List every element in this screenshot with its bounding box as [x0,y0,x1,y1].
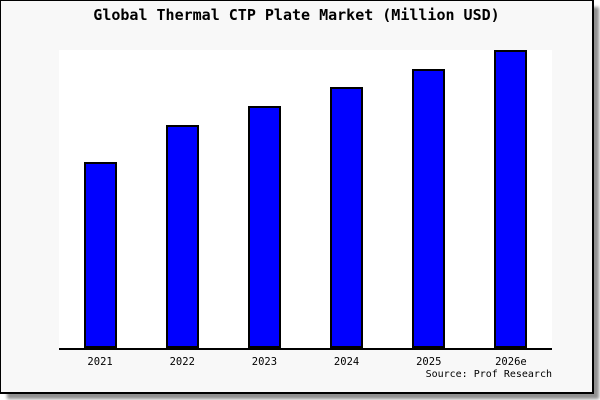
bar-2025 [412,69,446,348]
x-tick-label-2025: 2025 [416,356,442,368]
plot-area [59,50,552,350]
x-tick-label-2026e: 2026e [495,356,527,368]
chart-title: Global Thermal CTP Plate Market (Million… [93,6,500,24]
x-tick-label-2022: 2022 [169,356,195,368]
bar-2024 [330,87,364,348]
bar-2021 [83,162,117,348]
x-tick-label-2023: 2023 [251,356,278,368]
x-tick-label-2021: 2021 [87,356,113,368]
chart-panel: Global Thermal CTP Plate Market (Million… [0,0,594,394]
x-axis-labels: 2021 2022 2023 2024 2025 2026e [59,355,552,369]
bar-2022 [165,125,199,348]
bar-2026e [494,50,528,348]
source-credit: Source: Prof Research [425,369,552,380]
x-tick-label-2024: 2024 [333,356,360,368]
bar-2023 [247,106,281,348]
